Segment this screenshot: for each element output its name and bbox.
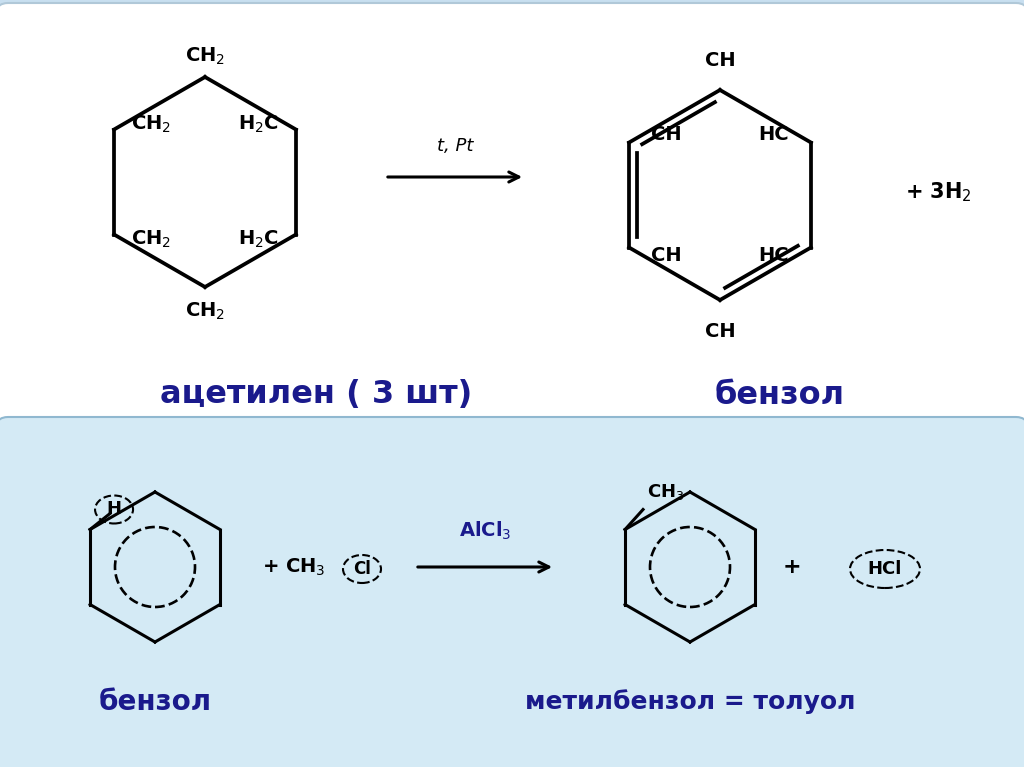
Text: CH$_2$: CH$_2$: [131, 229, 171, 250]
Text: CH$_3$: CH$_3$: [647, 482, 684, 502]
FancyBboxPatch shape: [0, 3, 1024, 424]
Text: H$_2$C: H$_2$C: [238, 229, 279, 250]
FancyBboxPatch shape: [0, 417, 1024, 767]
Text: AlCl$_3$: AlCl$_3$: [459, 520, 511, 542]
Text: бензол: бензол: [98, 688, 212, 716]
Text: ацетилен ( 3 шт): ацетилен ( 3 шт): [160, 380, 472, 410]
Text: H$_2$C: H$_2$C: [238, 114, 279, 135]
Text: + 3H$_2$: + 3H$_2$: [905, 180, 972, 204]
Text: CH: CH: [651, 125, 682, 144]
Text: метилбензол = толуол: метилбензол = толуол: [524, 690, 855, 714]
Text: CH: CH: [705, 51, 735, 70]
Text: CH$_2$: CH$_2$: [131, 114, 171, 135]
Text: CH: CH: [705, 322, 735, 341]
Text: H: H: [106, 501, 122, 518]
Text: t, Pt: t, Pt: [437, 137, 473, 155]
Text: HCl: HCl: [867, 560, 902, 578]
Text: CH: CH: [651, 246, 682, 265]
Text: бензол: бензол: [715, 380, 845, 410]
Text: HC: HC: [759, 125, 788, 144]
Text: CH$_2$: CH$_2$: [185, 301, 225, 322]
Text: CH$_2$: CH$_2$: [185, 46, 225, 67]
Text: + CH$_3$: + CH$_3$: [262, 556, 326, 578]
Text: +: +: [782, 557, 802, 577]
Text: HC: HC: [759, 246, 788, 265]
Text: Cl: Cl: [353, 560, 371, 578]
